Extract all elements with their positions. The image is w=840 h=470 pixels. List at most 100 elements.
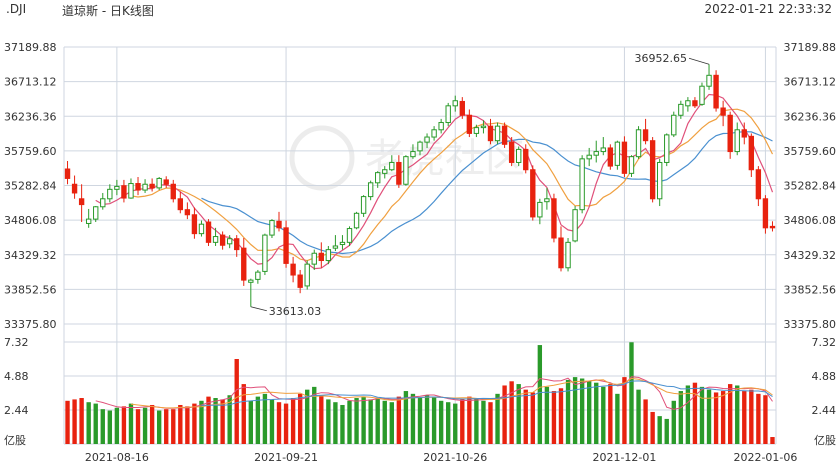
candle-body — [621, 141, 628, 174]
candle-body — [396, 161, 402, 185]
volume-bar — [241, 384, 246, 444]
volume-bar — [572, 377, 578, 444]
volume-bar — [347, 400, 352, 444]
candle-body — [410, 151, 416, 158]
candle-body — [311, 252, 317, 265]
y-tick-label-left: 33852.56 — [4, 283, 57, 296]
volume-bar — [720, 391, 726, 444]
volume-bar — [262, 393, 268, 444]
volume-bar — [474, 398, 479, 444]
volume-bar — [643, 399, 648, 444]
candle-body — [706, 74, 712, 87]
volume-bar — [727, 384, 733, 444]
candle-body — [417, 141, 423, 152]
volume-bar — [269, 399, 275, 444]
candle-body — [149, 183, 155, 189]
volume-bar — [735, 385, 740, 444]
candle-body — [135, 183, 141, 191]
volume-bar — [417, 398, 423, 444]
y-tick-label-right: 37189.88 — [784, 41, 837, 54]
candle-body — [516, 148, 522, 163]
volume-bar — [446, 402, 451, 444]
candle-body — [184, 209, 191, 216]
candle-body — [593, 151, 599, 156]
volume-bar — [86, 402, 91, 444]
candle-body — [424, 136, 430, 143]
candle-body — [431, 129, 437, 138]
candle-body — [579, 158, 585, 211]
candle-body — [346, 228, 353, 243]
candle-body — [699, 85, 705, 105]
volume-tick-label-left: 2.44 — [4, 404, 29, 417]
volume-bar — [671, 400, 676, 444]
candle-body — [769, 225, 776, 229]
candle-body — [142, 183, 148, 191]
volume-bar — [460, 399, 465, 444]
candle-body — [219, 234, 226, 246]
y-tick-label-left: 35759.60 — [4, 145, 57, 158]
candle-body — [713, 74, 719, 109]
volume-bar — [72, 399, 77, 444]
candle-body — [664, 134, 670, 163]
volume-bar — [664, 418, 669, 444]
candle-body — [466, 114, 473, 134]
y-tick-label-left: 36236.36 — [4, 110, 57, 123]
volume-bar — [587, 381, 592, 444]
volume-bar — [495, 393, 500, 444]
volume-bar — [65, 400, 70, 444]
x-tick-label: 2021-08-16 — [85, 451, 149, 464]
candle-body — [530, 169, 536, 218]
candle-body — [325, 249, 332, 262]
volume-bar — [100, 409, 105, 444]
candle-body — [600, 147, 606, 153]
candle-body — [191, 214, 198, 235]
ma20-line — [201, 131, 773, 255]
candle-body — [523, 148, 529, 171]
candle-body — [734, 129, 740, 153]
candle-body — [649, 140, 656, 200]
x-tick-label: 2021-12-01 — [592, 451, 656, 464]
volume-bar — [185, 406, 190, 444]
candle-body — [508, 141, 515, 163]
high-annotation-label: 36952.65 — [635, 52, 688, 65]
candle-body — [170, 183, 176, 200]
volume-bar — [333, 402, 338, 444]
candle-body — [459, 100, 465, 116]
volume-bar — [544, 386, 550, 444]
volume-bar — [530, 392, 535, 444]
candle-body — [685, 100, 691, 107]
volume-bar — [699, 386, 705, 444]
volume-bar — [290, 398, 296, 444]
candle-body — [614, 141, 621, 166]
volume-tick-label-left: 4.88 — [4, 370, 29, 383]
y-tick-label-right: 35282.84 — [784, 180, 837, 193]
candle-body — [128, 183, 134, 199]
volume-bar — [283, 403, 289, 444]
candle-body — [375, 172, 381, 184]
x-tick-label: 2021-09-21 — [254, 451, 318, 464]
volume-bar — [149, 404, 155, 444]
candle-body — [78, 198, 85, 206]
candle-body — [353, 212, 360, 229]
volume-bar — [354, 398, 359, 444]
volume-bar — [142, 407, 148, 444]
candle-body — [226, 238, 233, 245]
candle-body — [297, 274, 303, 288]
volume-bar — [565, 379, 571, 444]
candle-body — [692, 100, 698, 107]
y-tick-label-right: 36236.36 — [784, 110, 837, 123]
candle-body — [565, 241, 571, 269]
candle-body — [551, 198, 557, 239]
candle-body — [755, 169, 762, 200]
candle-body — [452, 100, 458, 107]
candle-body — [572, 209, 578, 242]
candle-body — [269, 220, 275, 236]
candle-body — [537, 201, 543, 218]
volume-bar — [713, 392, 719, 444]
volume-ma10-line — [130, 377, 773, 409]
x-tick-label: 2022-01-06 — [733, 451, 797, 464]
y-tick-label-left: 37189.88 — [4, 41, 57, 54]
candle-body — [71, 183, 78, 194]
y-tick-label-right: 34806.08 — [784, 214, 837, 227]
